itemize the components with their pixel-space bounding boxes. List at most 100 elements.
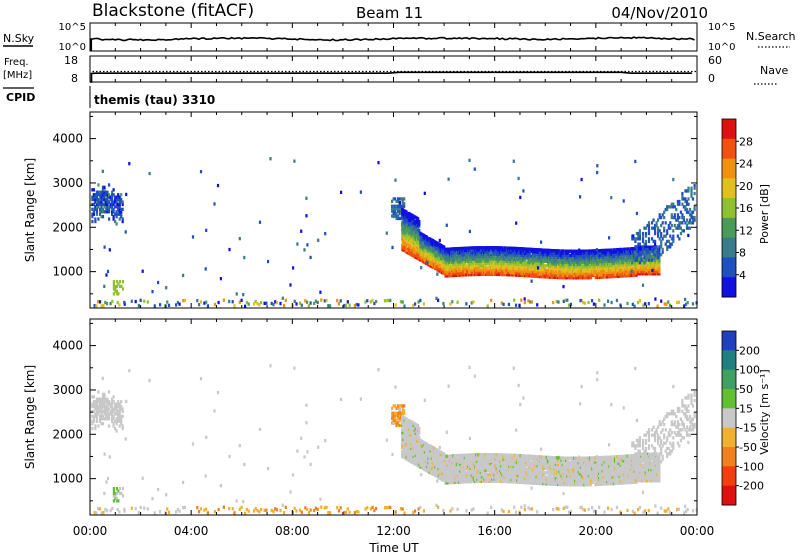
- velocity-cell: [228, 507, 230, 510]
- power-cell: [455, 252, 457, 255]
- velocity-cell: [340, 506, 342, 509]
- power-cell: [259, 221, 261, 224]
- power-cell: [326, 299, 328, 302]
- power-cell: [232, 300, 234, 303]
- velocity-cell: [338, 509, 340, 512]
- power-cell: [391, 246, 393, 249]
- power-cell: [584, 302, 586, 305]
- power-cell: [403, 202, 405, 205]
- power-cell: [671, 224, 673, 227]
- velocity-cell: [283, 511, 285, 514]
- power-cell: [123, 301, 125, 304]
- power-cell: [640, 259, 642, 262]
- velocity-cell: [395, 510, 397, 513]
- velocity-cell: [301, 511, 303, 514]
- freq-series-line: [90, 72, 692, 82]
- velocity-cell: [119, 487, 121, 490]
- power-cell: [97, 183, 99, 186]
- power-cell: [349, 304, 351, 307]
- velocity-cell: [122, 415, 124, 418]
- power-cell: [683, 229, 685, 232]
- nsearch-label: N.Search: [746, 30, 796, 43]
- power-cell: [292, 266, 294, 269]
- power-cell: [357, 303, 359, 306]
- power-cell: [395, 303, 397, 306]
- power-cell: [140, 299, 142, 302]
- power-cell: [663, 227, 665, 230]
- power-cell: [651, 269, 653, 272]
- freq-left-tick-top: 18: [64, 54, 78, 67]
- power-cell: [524, 297, 526, 300]
- velocity-cell: [279, 509, 281, 512]
- power-cell: [142, 270, 144, 273]
- power-cell: [436, 273, 438, 276]
- power-cell: [279, 302, 281, 305]
- power-cell: [598, 299, 600, 302]
- power-cell: [324, 232, 326, 235]
- power-cell: [657, 305, 659, 308]
- cpid-label: CPID: [6, 91, 35, 104]
- power-cell: [239, 237, 241, 240]
- nsky-series-line: [90, 37, 695, 50]
- power-cell: [448, 178, 450, 181]
- power-cell: [205, 229, 207, 232]
- power-cell: [386, 232, 388, 235]
- velocity-cell: [122, 424, 124, 427]
- power-cell: [566, 299, 568, 302]
- power-ytick-label: 1000: [52, 265, 83, 279]
- velocity-cell: [306, 508, 308, 511]
- velocity-cell: [168, 511, 170, 514]
- power-cell: [503, 303, 505, 306]
- velocity-cell: [113, 487, 115, 490]
- velocity-cell: [536, 510, 538, 513]
- power-cell: [423, 302, 425, 305]
- power-cell: [119, 280, 121, 283]
- power-cell: [645, 240, 647, 243]
- power-cell: [267, 260, 269, 263]
- velocity-cell: [93, 395, 95, 398]
- power-cell: [692, 197, 694, 200]
- power-cell: [310, 256, 312, 259]
- power-cell: [228, 300, 230, 303]
- power-cell: [419, 299, 421, 302]
- power-cell: [105, 273, 107, 276]
- power-cell: [607, 300, 609, 303]
- velocity-cell: [389, 506, 391, 509]
- power-cell: [243, 256, 245, 259]
- power-cell: [111, 300, 113, 303]
- velocity-cell: [426, 443, 428, 446]
- power-cell: [389, 299, 391, 302]
- power-cell: [319, 291, 321, 294]
- velocity-cell: [423, 509, 425, 512]
- velocity-cell: [329, 511, 331, 514]
- power-cell: [317, 301, 319, 304]
- power-cell: [102, 304, 104, 307]
- power-cell: [648, 259, 650, 262]
- power-cell: [678, 301, 680, 304]
- power-cell: [120, 193, 122, 196]
- power-cell: [128, 162, 130, 165]
- power-cell: [122, 287, 124, 290]
- power-cell: [338, 302, 340, 305]
- velocity-cell: [116, 429, 118, 432]
- velocity-cell: [143, 507, 145, 510]
- velocity-cell: [99, 507, 101, 510]
- velocity-cell: [417, 424, 419, 427]
- power-cell: [591, 299, 593, 302]
- velocity-cell: [552, 508, 554, 511]
- power-cell: [596, 248, 598, 251]
- power-cell: [236, 292, 238, 295]
- power-cell: [518, 177, 520, 180]
- power-cell: [648, 221, 650, 224]
- power-cell: [154, 304, 156, 307]
- velocity-cell: [140, 506, 142, 509]
- power-cell: [233, 304, 235, 307]
- power-cell: [366, 299, 368, 302]
- power-cell: [611, 301, 613, 304]
- power-cell: [469, 230, 471, 233]
- power-cell: [508, 303, 510, 306]
- power-cell: [207, 304, 209, 307]
- power-cell: [669, 304, 671, 307]
- power-cell: [282, 297, 284, 300]
- power-cell: [242, 293, 244, 296]
